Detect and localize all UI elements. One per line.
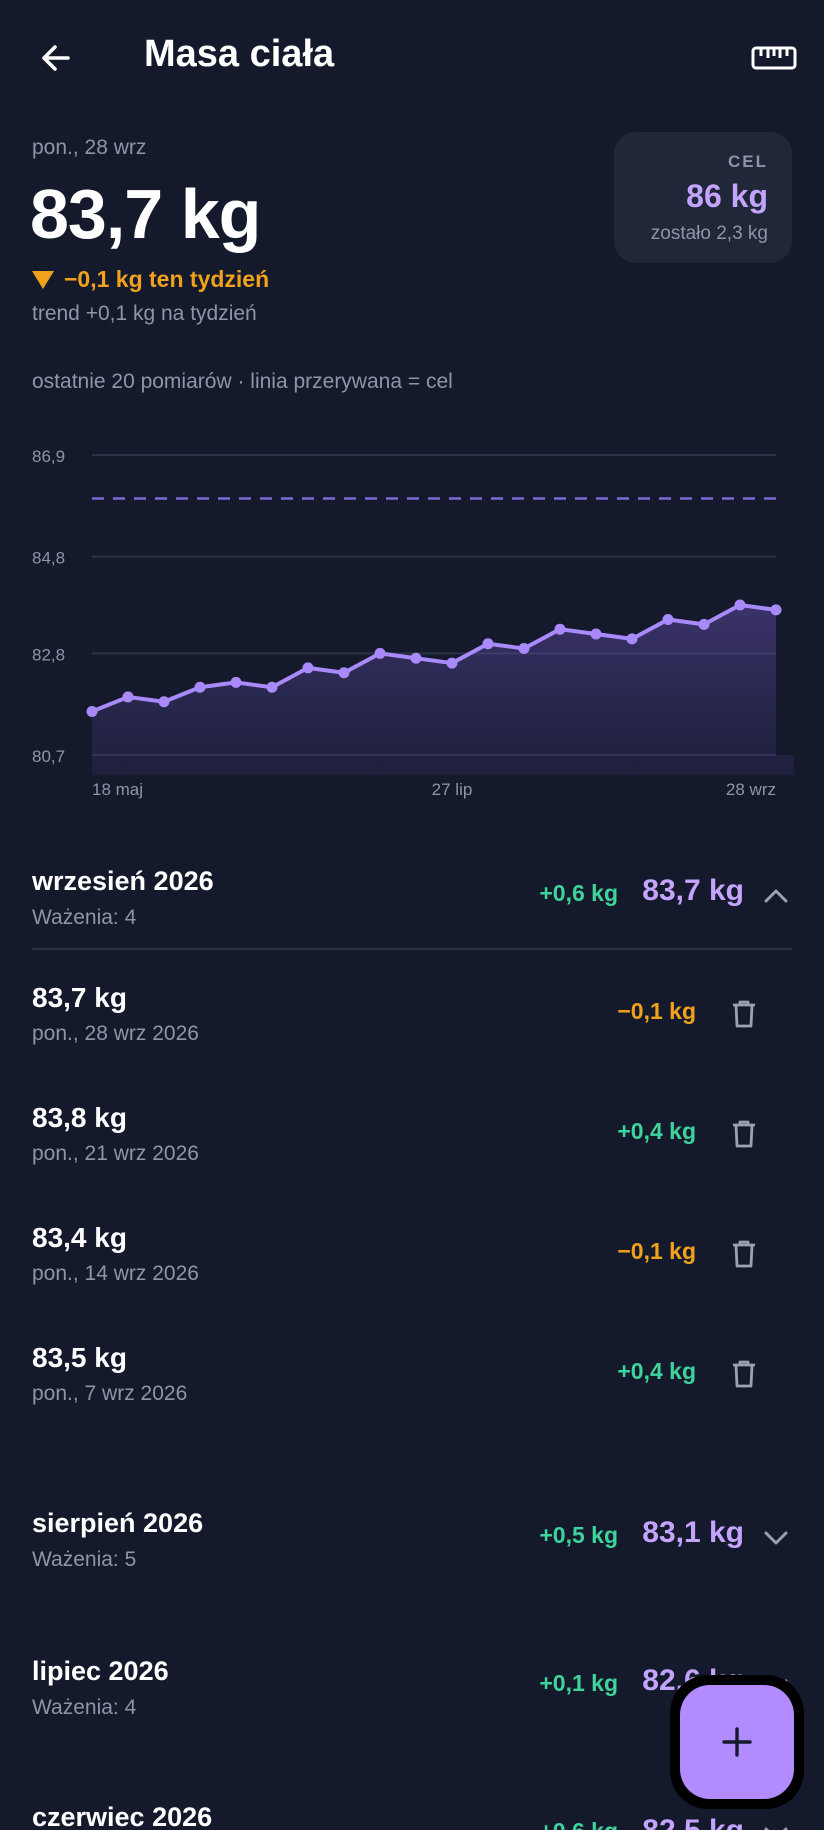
ruler-icon (751, 46, 797, 70)
month-delta: +0,6 kg (539, 880, 618, 906)
month-count: Ważenia: 4 (32, 906, 137, 929)
triangle-down-icon (32, 270, 54, 289)
data-point (518, 643, 530, 655)
week-delta: −0,1 kg ten tydzień (32, 266, 269, 293)
x-tick-label: 28 wrz (726, 780, 776, 799)
month-row-wrzesien[interactable]: wrzesień 2026 Ważenia: 4 +0,6 kg 83,7 kg (0, 858, 824, 968)
data-point (266, 681, 278, 693)
plus-icon (722, 1727, 752, 1757)
divider (32, 948, 792, 950)
series-line (90, 603, 778, 714)
data-point (158, 696, 170, 708)
month-delta: +0,5 kg (539, 1522, 618, 1548)
data-point (482, 638, 494, 650)
goal-card[interactable]: CEL 86 kg zostało 2,3 kg (614, 132, 792, 263)
entry-date: pon., 28 wrz 2026 (32, 1022, 199, 1045)
data-point (446, 657, 458, 669)
y-tick-label: 82,8 (32, 645, 65, 664)
data-point (302, 662, 314, 674)
trash-icon (733, 1000, 755, 1028)
back-button[interactable] (28, 30, 84, 86)
data-point (230, 676, 242, 688)
data-point (698, 618, 710, 630)
data-point (770, 604, 782, 616)
data-point (86, 705, 98, 717)
latest-weight: 83,7 kg (30, 175, 261, 253)
month-count: Ważenia: 5 (32, 1548, 137, 1571)
page-title: Masa ciała (144, 33, 335, 75)
month-avg: 83,7 kg (642, 874, 744, 907)
goal-remaining: zostało 2,3 kg (650, 223, 768, 244)
x-tick-label: 18 maj (92, 780, 143, 799)
data-point (338, 667, 350, 679)
data-point (590, 628, 602, 640)
data-point (410, 652, 422, 664)
data-point (374, 647, 386, 659)
month-count: Ważenia: 4 (32, 1696, 137, 1719)
entry-delta: +0,4 kg (617, 1118, 696, 1144)
entry-date: pon., 14 wrz 2026 (32, 1262, 199, 1285)
trash-icon (733, 1360, 755, 1388)
ruler-button[interactable] (742, 30, 806, 86)
entry-delta: +0,4 kg (617, 1358, 696, 1384)
goal-label: CEL (728, 152, 768, 171)
chevron-down-icon (764, 1827, 788, 1830)
month-name: wrzesień 2026 (32, 866, 214, 896)
delete-button[interactable] (722, 1230, 766, 1278)
entry-weight: 83,4 kg (32, 1222, 127, 1253)
month-avg: 82,5 kg (642, 1814, 744, 1830)
data-point (194, 681, 206, 693)
trash-icon (733, 1120, 755, 1148)
month-row-czerwiec[interactable]: czerwiec 2026 +0,6 kg 82,5 kg (0, 1794, 824, 1830)
entry-delta: −0,1 kg (617, 1238, 696, 1264)
y-tick-label: 86,9 (32, 447, 65, 466)
entry-date: pon., 21 wrz 2026 (32, 1142, 199, 1165)
entry-row[interactable]: 83,5 kg pon., 7 wrz 2026 +0,4 kg (0, 1336, 824, 1446)
month-name: lipiec 2026 (32, 1656, 169, 1686)
y-tick-label: 80,7 (32, 747, 65, 766)
entry-weight: 83,8 kg (32, 1102, 127, 1133)
trend-text: trend +0,1 kg na tydzień (32, 302, 257, 325)
fab-surface (680, 1685, 794, 1799)
data-point (662, 614, 674, 626)
data-point (626, 633, 638, 645)
entry-weight: 83,7 kg (32, 982, 127, 1013)
y-tick-label: 84,8 (32, 549, 65, 568)
month-name: sierpień 2026 (32, 1508, 204, 1538)
month-row-sierpien[interactable]: sierpień 2026 Ważenia: 5 +0,5 kg 83,1 kg (0, 1500, 824, 1610)
add-measurement-button[interactable] (670, 1675, 804, 1809)
data-point (554, 623, 566, 635)
entry-row[interactable]: 83,7 kg pon., 28 wrz 2026 −0,1 kg (0, 976, 824, 1086)
month-avg: 83,1 kg (642, 1516, 744, 1549)
arrow-left-icon (42, 45, 70, 71)
entry-delta: −0,1 kg (617, 998, 696, 1024)
delete-button[interactable] (722, 990, 766, 1038)
chart-caption: ostatnie 20 pomiarów · linia przerywana … (32, 370, 453, 393)
goal-value: 86 kg (686, 178, 768, 214)
chevron-down-icon (764, 1531, 788, 1545)
delete-button[interactable] (722, 1350, 766, 1398)
data-point (734, 599, 746, 611)
latest-date: pon., 28 wrz (32, 136, 147, 159)
week-delta-text: −0,1 kg ten tydzień (64, 266, 270, 292)
chevron-up-icon (764, 889, 788, 903)
entry-weight: 83,5 kg (32, 1342, 127, 1373)
entry-date: pon., 7 wrz 2026 (32, 1382, 188, 1405)
month-delta: +0,6 kg (539, 1818, 618, 1830)
weight-chart: 86,9 84,8 82,8 80,7 18 maj 27 lip 28 wrz (32, 447, 794, 799)
month-name: czerwiec 2026 (32, 1802, 213, 1830)
trash-icon (733, 1240, 755, 1268)
area-fill (92, 605, 794, 775)
x-tick-label: 27 lip (432, 780, 473, 799)
entry-row[interactable]: 83,4 kg pon., 14 wrz 2026 −0,1 kg (0, 1216, 824, 1326)
data-point (122, 691, 134, 703)
entry-row[interactable]: 83,8 kg pon., 21 wrz 2026 +0,4 kg (0, 1096, 824, 1206)
expand-button[interactable] (758, 1520, 794, 1556)
delete-button[interactable] (722, 1110, 766, 1158)
collapse-button[interactable] (758, 878, 794, 914)
expand-button[interactable] (758, 1816, 794, 1830)
month-delta: +0,1 kg (539, 1670, 618, 1696)
